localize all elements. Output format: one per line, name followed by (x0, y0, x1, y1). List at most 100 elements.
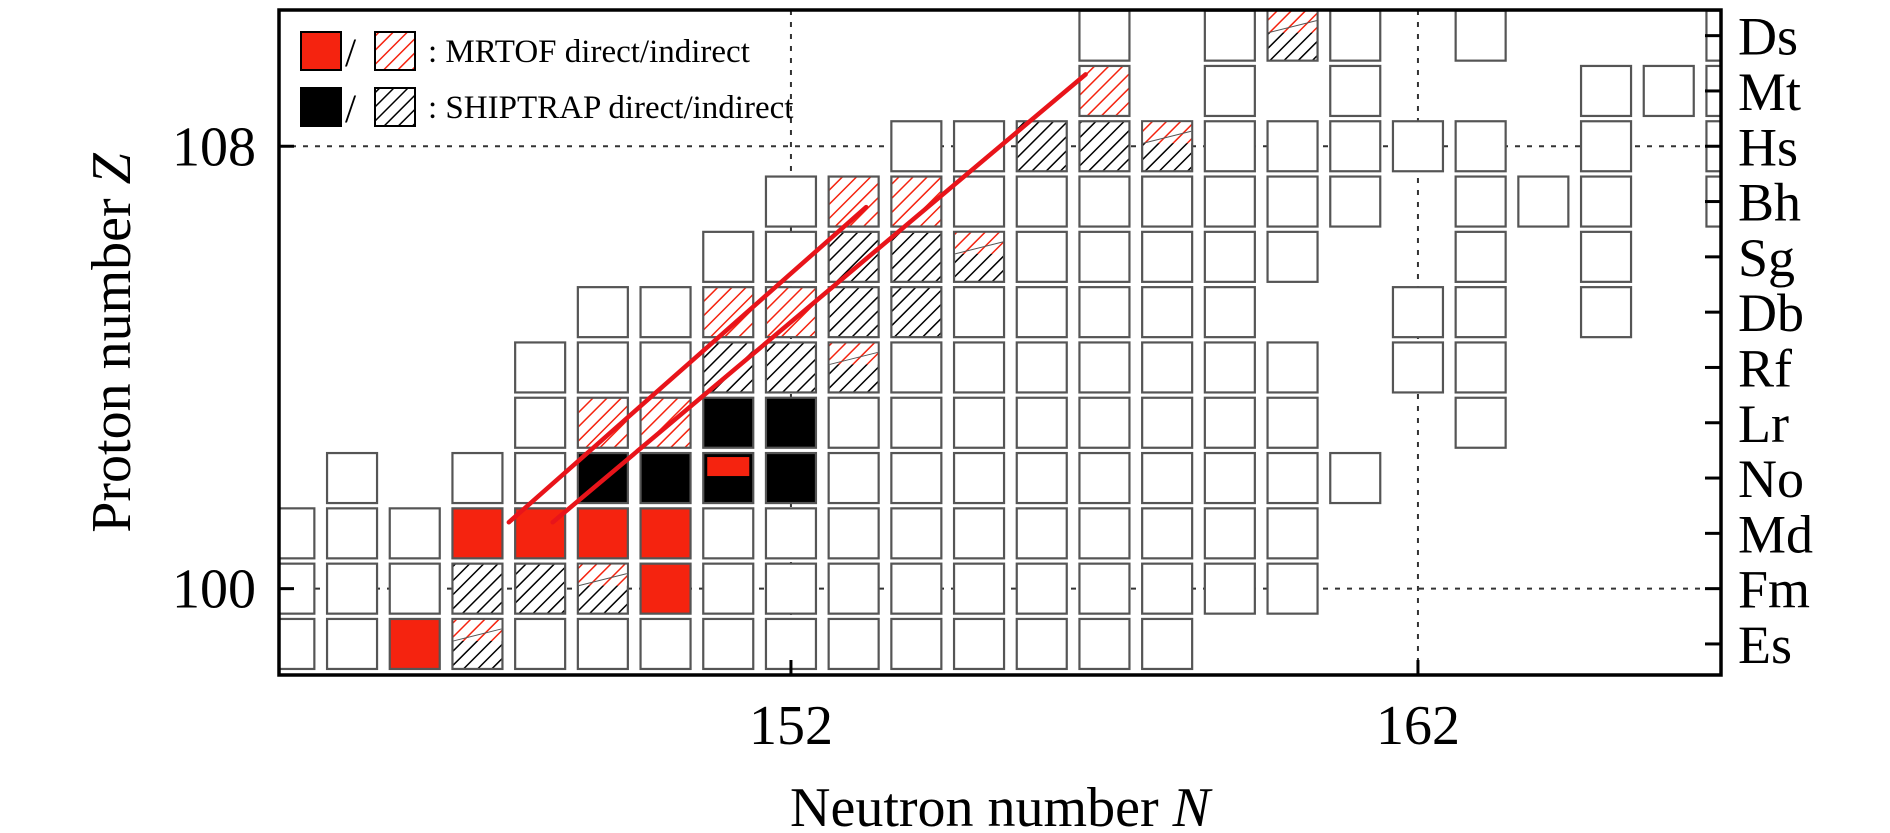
nuclide-cell (764, 396, 818, 449)
nuclide-box (1329, 10, 1382, 62)
nuclide-cell (1203, 451, 1256, 505)
nuclide-box (1517, 175, 1570, 228)
nuclide-box (1141, 341, 1194, 394)
nuclide-box (1329, 175, 1382, 228)
nuclide-box (639, 617, 692, 671)
nuclide-box (827, 396, 880, 449)
nuclide-box (764, 562, 818, 615)
nuclide-box (1141, 175, 1194, 228)
nuclide-box (1579, 230, 1633, 283)
nuclide-cell (1579, 175, 1633, 228)
y-axis-symbol: Z (81, 152, 143, 184)
nuclide-cell (1078, 230, 1131, 283)
nuclide-cell (1203, 286, 1256, 339)
nuclide-cell (890, 562, 943, 615)
trend-line-2 (550, 72, 1088, 525)
nuclide-cell (576, 562, 629, 615)
nuclide-cell (1203, 230, 1256, 283)
legend-shiptrap-indirect-swatch (374, 87, 416, 127)
nuclide-box (952, 341, 1006, 394)
nuclide-box (451, 451, 504, 505)
nuclide-box (1454, 396, 1507, 449)
nuclide-box (1078, 286, 1131, 339)
nuclide-cell (1078, 341, 1131, 394)
element-label-ds: Ds (1738, 7, 1798, 67)
nuclide-cell (451, 617, 504, 671)
nuclide-box (827, 451, 880, 505)
nuclide-box (1203, 10, 1256, 62)
trend-lines (506, 72, 1088, 525)
nuclide-cell (952, 562, 1006, 615)
nuclide-box (1203, 562, 1256, 615)
nuclide-box (639, 286, 692, 339)
nuclide-box (388, 562, 441, 615)
nuclide-cell (952, 617, 1006, 671)
nuclide-box (1078, 451, 1131, 505)
nuclide-cell (1454, 120, 1507, 173)
nuclide-box-mrtof-part (707, 457, 750, 477)
nuclide-cell (1015, 175, 1068, 228)
nuclide-cell (1141, 617, 1194, 671)
nuclide-box (1454, 120, 1507, 173)
nuclide-cell (1078, 451, 1131, 505)
nuclide-box-mrtof-part (829, 343, 878, 365)
nuclide-cell (764, 507, 818, 560)
nuclide-box (764, 175, 818, 228)
nuclide-box (451, 507, 504, 560)
nuclide-cell (952, 341, 1006, 394)
nuclide-box (1203, 64, 1256, 118)
element-label-mt: Mt (1738, 62, 1801, 122)
nuclide-cell (764, 562, 818, 615)
nuclide-box (1454, 286, 1507, 339)
nuclide-cell (1203, 10, 1256, 62)
nuclide-box (764, 507, 818, 560)
nuclide-box (1141, 396, 1194, 449)
nuclide-cell (1266, 230, 1319, 283)
nuclide-cell (1391, 341, 1445, 394)
nuclide-box (514, 562, 567, 615)
nuclide-cell (1391, 120, 1445, 173)
nuclide-box (1454, 230, 1507, 283)
nuclide-box (890, 230, 943, 283)
nuclide-box (890, 396, 943, 449)
nuclide-box (1078, 10, 1131, 62)
nuclide-cell (890, 230, 943, 283)
nuclide-cell (451, 451, 504, 505)
nuclide-box (1329, 120, 1382, 173)
nuclide-cell (1579, 286, 1633, 339)
element-label-fm: Fm (1738, 560, 1810, 620)
nuclide-cell (1642, 64, 1695, 118)
element-label-hs: Hs (1738, 117, 1798, 177)
nuclide-box (1141, 507, 1194, 560)
nuclide-cell (325, 451, 379, 505)
nuclide-cell (1141, 451, 1194, 505)
x-tick-label: 162 (1376, 695, 1460, 757)
nuclide-cell (279, 562, 316, 615)
nuclide-box (1579, 64, 1633, 118)
nuclide-box (1203, 507, 1256, 560)
nuclide-box (1015, 120, 1068, 173)
nuclide-cell (1078, 562, 1131, 615)
nuclide-box (639, 451, 692, 505)
nuclide-cell (279, 617, 316, 671)
nuclide-cell (576, 286, 629, 339)
nuclide-cell (1579, 64, 1633, 118)
nuclide-cell (1454, 286, 1507, 339)
nuclide-cell (1266, 341, 1319, 394)
nuclide-cell (1078, 617, 1131, 671)
nuclide-box (827, 286, 880, 339)
nuclide-cell (451, 562, 504, 615)
nuclide-cell (325, 617, 379, 671)
nuclide-cell (1454, 341, 1507, 394)
nuclide-box-divider (1268, 20, 1317, 34)
element-label-es: Es (1738, 615, 1792, 675)
nuclide-box (890, 341, 943, 394)
nuclide-cell (1454, 175, 1507, 228)
nuclide-box (325, 507, 379, 560)
nuclide-cell (1203, 64, 1256, 118)
nuclide-box (514, 617, 567, 671)
nuclide-box (1203, 286, 1256, 339)
nuclide-box (1391, 341, 1445, 394)
nuclide-cell (451, 507, 504, 560)
nuclide-cell (1141, 230, 1194, 283)
